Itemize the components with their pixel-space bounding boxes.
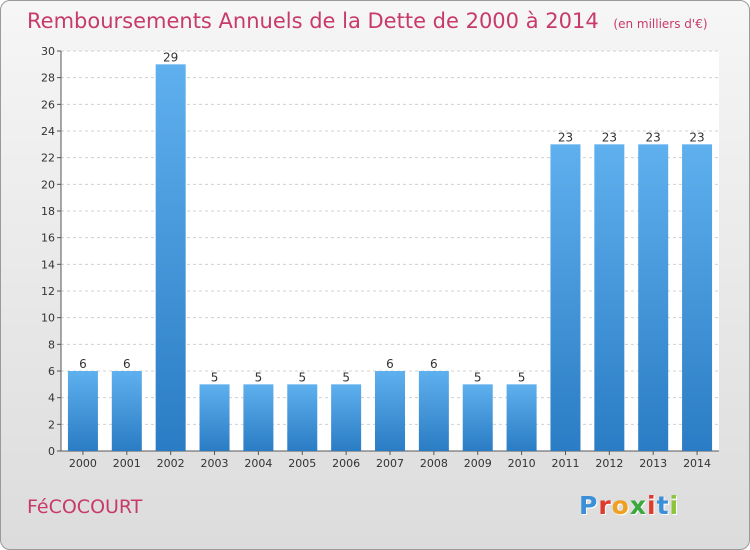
bar-2014 — [682, 144, 713, 452]
bar-2002 — [155, 64, 186, 452]
bar-2004 — [243, 384, 274, 451]
x-tick-label-2000: 2000 — [69, 457, 97, 470]
data-label-2008: 6 — [430, 357, 438, 371]
data-label-2004: 5 — [255, 370, 263, 384]
y-tick-label: 16 — [41, 232, 55, 245]
logo-letter: i — [669, 491, 680, 520]
data-label-2002: 29 — [163, 50, 178, 64]
data-label-2007: 6 — [386, 357, 394, 371]
x-tick-label-2005: 2005 — [288, 457, 316, 470]
y-tick-label: 18 — [41, 205, 55, 218]
data-label-2005: 5 — [298, 370, 306, 384]
y-tick-label: 26 — [41, 98, 55, 111]
y-tick-label: 28 — [41, 72, 55, 85]
x-tick-label-2008: 2008 — [420, 457, 448, 470]
x-tick-label-2010: 2010 — [508, 457, 536, 470]
data-label-2006: 5 — [342, 370, 350, 384]
data-label-2011: 23 — [558, 130, 573, 144]
y-tick-label: 6 — [48, 365, 55, 378]
x-tick-label-2006: 2006 — [332, 457, 360, 470]
town-name: FéCOCOURT — [27, 496, 143, 518]
bar-2005 — [287, 384, 318, 451]
y-tick-label: 24 — [41, 125, 55, 138]
logo-letter: t — [656, 491, 670, 520]
y-tick-label: 22 — [41, 152, 55, 165]
logo-letter: x — [629, 491, 647, 520]
x-tick-label-2003: 2003 — [201, 457, 229, 470]
data-label-2012: 23 — [602, 130, 617, 144]
logo-letter: i — [647, 491, 657, 520]
bar-2013 — [638, 144, 669, 452]
x-tick-label-2013: 2013 — [639, 457, 667, 470]
logo-letter: P — [579, 491, 599, 520]
y-tick-label: 30 — [41, 45, 55, 58]
bar-2009 — [462, 384, 493, 451]
y-tick-label: 20 — [41, 178, 55, 191]
data-label-2003: 5 — [211, 370, 219, 384]
bar-2011 — [550, 144, 581, 452]
chart-unit: (en milliers d'€) — [613, 17, 708, 31]
bar-2012 — [594, 144, 625, 452]
bar-2007 — [375, 371, 405, 451]
bar-2008 — [418, 371, 449, 451]
y-tick-label: 12 — [41, 285, 55, 298]
x-tick-label-2007: 2007 — [376, 457, 404, 470]
y-tick-label: 0 — [48, 445, 55, 458]
bar-2006 — [331, 384, 362, 451]
x-tick-label-2014: 2014 — [683, 457, 711, 470]
y-tick-label: 2 — [48, 418, 55, 431]
y-tick-label: 14 — [41, 258, 55, 271]
bar-2003 — [199, 384, 230, 451]
x-tick-label-2009: 2009 — [464, 457, 492, 470]
logo-letter: r — [598, 491, 612, 520]
data-label-2001: 6 — [123, 357, 131, 371]
bar-2000 — [67, 371, 98, 451]
x-tick-label-2012: 2012 — [595, 457, 623, 470]
data-label-2000: 6 — [79, 357, 87, 371]
bar-2010 — [506, 384, 537, 451]
bar-2001 — [111, 371, 142, 451]
bars: 6 6 29 5 5 5 5 6 6 5 5 23 23 23 23 — [67, 50, 713, 452]
x-tick-label-2001: 2001 — [113, 457, 141, 470]
x-tick-label-2004: 2004 — [244, 457, 272, 470]
data-label-2009: 5 — [474, 370, 482, 384]
x-tick-label-2011: 2011 — [551, 457, 579, 470]
chart-title: Remboursements Annuels de la Dette de 20… — [27, 9, 708, 33]
x-axis: 2000 2001 2002 2003 2004 2005 2006 2007 2008 2009… — [69, 451, 711, 470]
y-tick-label: 4 — [48, 392, 55, 405]
proxiti-logo: Proxiti — [579, 491, 679, 520]
data-label-2014: 23 — [689, 130, 704, 144]
y-tick-label: 8 — [48, 338, 55, 351]
logo-letter: o — [611, 491, 630, 520]
data-label-2013: 23 — [646, 130, 661, 144]
data-label-2010: 5 — [518, 370, 526, 384]
x-tick-label-2002: 2002 — [157, 457, 185, 470]
y-tick-label: 10 — [41, 312, 55, 325]
chart-title-text: Remboursements Annuels de la Dette de 20… — [27, 9, 599, 33]
